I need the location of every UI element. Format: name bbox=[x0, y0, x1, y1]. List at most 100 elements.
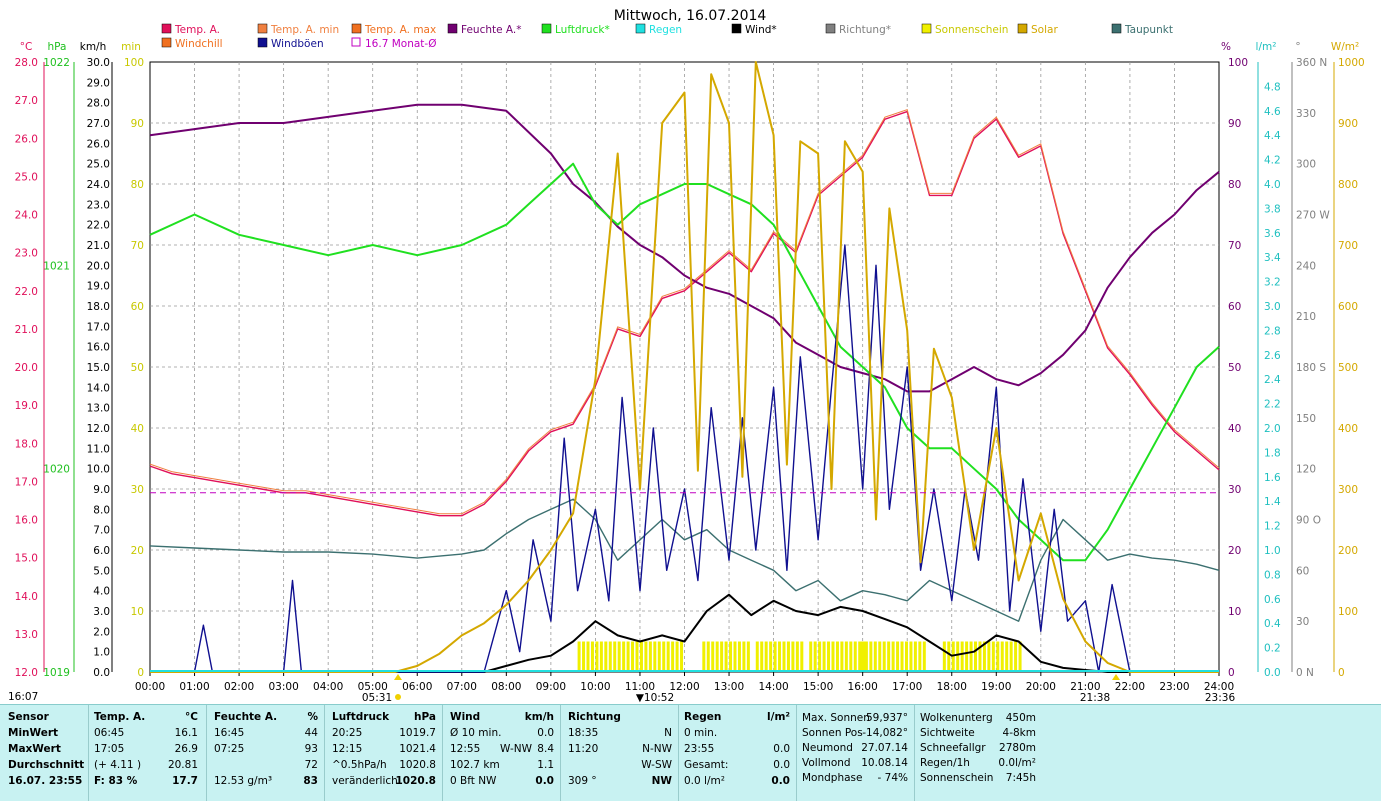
sunshine-bar bbox=[702, 641, 706, 672]
direction-tick-label: 60 bbox=[1296, 565, 1309, 577]
direction-tick-label: 0 N bbox=[1296, 667, 1314, 679]
legend-label: Temp. A. max bbox=[364, 24, 436, 36]
stats-astro: Max. Sonnen 59,937° Sonnen Pos -14,082° Ne… bbox=[802, 711, 908, 786]
humidity-tick-label: 40 bbox=[1228, 423, 1241, 435]
noon-label: ▼10:52 bbox=[636, 692, 674, 704]
sunshine-bar bbox=[844, 641, 848, 672]
temp-tick-label: 25.0 bbox=[15, 171, 38, 183]
sunshine-bar bbox=[595, 641, 599, 672]
misc-value: 7:45h bbox=[1005, 772, 1036, 784]
pressure-tick-label: 1021 bbox=[43, 260, 70, 272]
sunshine-bar bbox=[639, 641, 643, 672]
sunshine-bar bbox=[878, 641, 882, 672]
stats-value: 72 bbox=[304, 759, 318, 771]
direction-tick-label: 210 bbox=[1296, 311, 1316, 323]
legend-label: Solar bbox=[1031, 24, 1058, 36]
sunshine-bar bbox=[982, 641, 986, 672]
stats-time: F: 83 % bbox=[94, 775, 138, 787]
humidity-tick-label: 80 bbox=[1228, 179, 1241, 191]
wind-tick-label: 8.0 bbox=[93, 504, 110, 516]
misc-value: 4-8km bbox=[1002, 727, 1036, 739]
stats-value: N bbox=[664, 727, 672, 739]
legend-swatch bbox=[921, 23, 932, 34]
x-tick-label: 08:00 bbox=[491, 681, 521, 693]
direction-tick-label: 330 bbox=[1296, 108, 1316, 120]
stats-label: Durchschnitt bbox=[8, 759, 85, 771]
stats-unit: % bbox=[307, 711, 318, 723]
solar-tick-label: 900 bbox=[1338, 118, 1358, 130]
wind-tick-label: 15.0 bbox=[87, 362, 110, 374]
stats-label: MinWert bbox=[8, 727, 59, 739]
sunshine-bar bbox=[862, 641, 866, 672]
direction-tick-label: 150 bbox=[1296, 413, 1316, 425]
temp-tick-label: 14.0 bbox=[15, 591, 38, 603]
wind-tick-label: 12.0 bbox=[87, 423, 110, 435]
rain-tick-label: 1.8 bbox=[1264, 447, 1281, 459]
stats-value: 93 bbox=[304, 743, 318, 755]
stats-unit: l/m² bbox=[767, 711, 790, 723]
legend-swatch bbox=[731, 23, 742, 34]
series-line bbox=[150, 593, 1219, 673]
sunshine-bar bbox=[635, 641, 639, 672]
sunshine-bar bbox=[951, 641, 955, 672]
x-tick-label: 12:00 bbox=[669, 681, 699, 693]
wind-tick-label: 19.0 bbox=[87, 281, 110, 293]
rain-tick-label: 4.4 bbox=[1264, 130, 1281, 142]
x-tick-label: 09:00 bbox=[536, 681, 566, 693]
sunshine-bar bbox=[795, 641, 799, 672]
x-tick-label: 06:00 bbox=[402, 681, 432, 693]
sunshine-bar bbox=[644, 641, 648, 672]
sunshine-bar bbox=[742, 641, 746, 672]
sunshine-bar bbox=[800, 641, 804, 672]
solar-tick-label: 100 bbox=[1338, 606, 1358, 618]
series-line bbox=[149, 103, 1220, 393]
sunshine-bar bbox=[582, 641, 586, 672]
sunshine-bar bbox=[965, 641, 969, 672]
stats-value: 0.0 bbox=[771, 775, 790, 787]
sunshine-bar bbox=[1018, 641, 1022, 672]
stats-dir: W-NW bbox=[500, 743, 532, 755]
temp-tick-label: 23.0 bbox=[15, 248, 38, 260]
stats-header: Temp. A. bbox=[94, 711, 146, 723]
legend-label: Regen bbox=[649, 24, 682, 36]
temp-tick-label: 12.0 bbox=[15, 667, 38, 679]
wind-tick-label: 20.0 bbox=[87, 260, 110, 272]
sunshine-bar bbox=[809, 641, 813, 672]
solar-tick-label: 1000 bbox=[1338, 57, 1365, 69]
rain-tick-label: 4.0 bbox=[1264, 179, 1281, 191]
sunshine-bar bbox=[599, 641, 603, 672]
sunshine-bar bbox=[720, 641, 724, 672]
temp-tick-label: 15.0 bbox=[15, 553, 38, 565]
sunshine-bar bbox=[974, 641, 978, 672]
x-tick-label: 19:00 bbox=[981, 681, 1011, 693]
rain-tick-label: 1.6 bbox=[1264, 472, 1281, 484]
stats-value: 20.81 bbox=[167, 759, 198, 771]
wind-tick-label: 11.0 bbox=[87, 443, 110, 455]
sunshine-bar bbox=[904, 641, 908, 672]
axis-unit-humidity: % bbox=[1221, 41, 1231, 53]
temp-tick-label: 26.0 bbox=[15, 133, 38, 145]
astro-value: 59,937° bbox=[866, 712, 908, 724]
legend-label: Richtung* bbox=[839, 24, 891, 36]
stats-pressure: Luftdruck hPa 20:25 1019.7 12:15 1021.4 ^0.… bbox=[332, 709, 436, 789]
sun-tick-label: 50 bbox=[131, 362, 144, 374]
stats-value: 26.9 bbox=[174, 743, 198, 755]
sun-tick-label: 20 bbox=[131, 545, 144, 557]
solar-tick-label: 0 bbox=[1338, 667, 1345, 679]
stats-time: 309 ° bbox=[568, 775, 597, 787]
series-line bbox=[149, 108, 1220, 515]
direction-tick-label: 240 bbox=[1296, 260, 1316, 272]
sunshine-bar bbox=[617, 641, 621, 672]
wind-tick-label: 22.0 bbox=[87, 220, 110, 232]
sunshine-bar bbox=[706, 641, 710, 672]
stats-value: 1021.4 bbox=[399, 743, 436, 755]
stats-time: 12:55 bbox=[450, 743, 481, 755]
axis-unit-pressure: hPa bbox=[48, 41, 67, 53]
solar-tick-label: 400 bbox=[1338, 423, 1358, 435]
legend-swatch bbox=[161, 37, 172, 48]
misc-label: Schneefallgr bbox=[920, 742, 986, 754]
stats-time: 12.53 g/m³ bbox=[214, 775, 273, 787]
direction-tick-label: 360 N bbox=[1296, 57, 1327, 69]
wind-tick-label: 21.0 bbox=[87, 240, 110, 252]
wind-tick-label: 5.0 bbox=[93, 565, 110, 577]
